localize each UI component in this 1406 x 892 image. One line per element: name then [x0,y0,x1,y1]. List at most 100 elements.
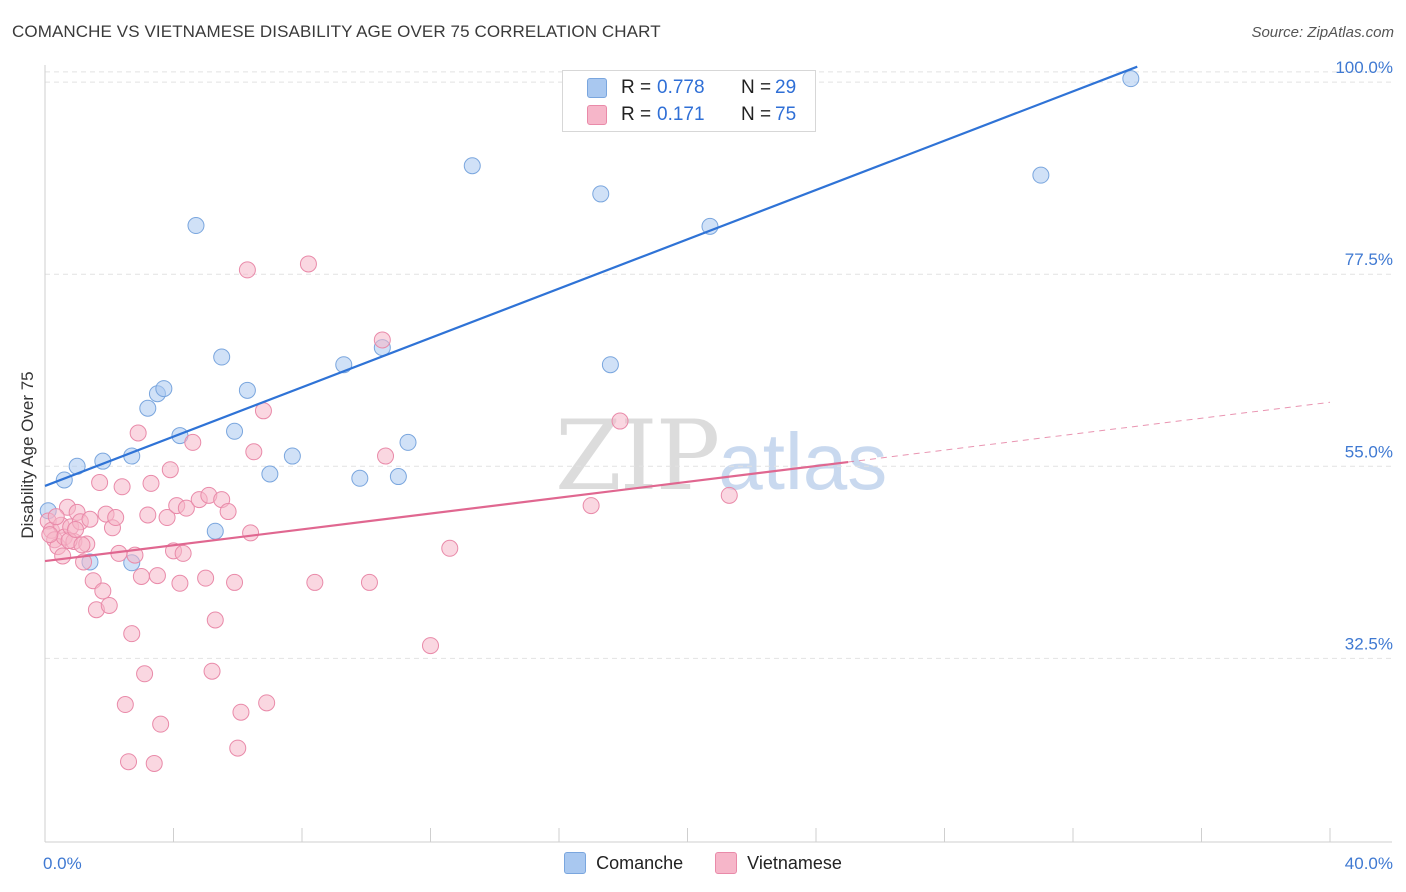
vietnamese-point [360,573,378,591]
y-tick-label: 55.0% [1345,442,1393,461]
zipatlas-watermark: ZIPatlas [555,400,887,512]
vietnamese-point [441,539,459,557]
comanche-point [1122,70,1140,88]
x-tick-label: 40.0% [1345,854,1393,873]
x-tick-label: 0.0% [43,854,82,873]
legend-row-comanche: R = 0.778 N = 29 [587,75,796,101]
vietnamese-point [177,499,195,517]
correlation-legend: R = 0.778 N = 29 R = 0.171 N = 75 [562,70,816,132]
vietnamese-point [81,510,99,528]
vietnamese-point [174,544,192,562]
comanche-point [601,356,619,374]
legend-n-label: N = [741,104,772,125]
vietnamese-point [91,474,109,492]
vietnamese-point [67,520,85,538]
series-legend-label: Vietnamese [747,852,842,873]
legend-r-value: 0.171 [657,104,705,125]
y-tick-label: 32.5% [1345,634,1393,653]
legend-r-label: R = [621,104,652,125]
vietnamese-point [132,567,150,585]
series-legend-label: Comanche [596,852,684,873]
comanche-point [1032,166,1050,184]
y-axis-label: Disability Age Over 75 [18,371,37,539]
series-legend: Comanche Vietnamese [0,852,1406,874]
comanche-point [238,381,256,399]
vietnamese-point [582,497,600,515]
comanche-trend-line [44,65,1138,487]
vietnamese-point [197,569,215,587]
comanche-point [261,465,279,483]
vietnamese-point [152,715,170,733]
vietnamese-point [161,461,179,479]
vietnamese-point [142,474,160,492]
vietnamese-point [232,703,250,721]
vietnamese-point [41,526,59,544]
series-legend-comanche[interactable]: Comanche [564,852,683,874]
comanche-point [701,217,719,235]
vietnamese-point [94,582,112,600]
vietnamese-point [158,509,176,527]
y-tick-label: 77.5% [1345,250,1393,269]
vietnamese-point [720,486,738,504]
vietnamese-point [203,662,221,680]
vietnamese-point [238,261,256,279]
comanche-point [187,217,205,235]
legend-r-value: 0.778 [657,77,705,98]
legend-swatch-vietnamese [587,105,607,125]
vietnamese-point [123,625,141,643]
vietnamese-point [136,665,154,683]
vietnamese-point [107,509,125,527]
series-legend-vietnamese[interactable]: Vietnamese [715,852,842,874]
legend-swatch-comanche [587,78,607,98]
vietnamese-point [299,255,317,273]
vietnamese-point [258,694,276,712]
vietnamese-trend-line [44,460,849,563]
legend-row-vietnamese: R = 0.171 N = 75 [587,102,796,128]
vietnamese-point [54,547,72,565]
legend-n-value: 29 [775,77,797,98]
source-label: Source: ZipAtlas.com [1251,24,1394,41]
vietnamese-point [120,753,138,771]
vietnamese-point [100,596,118,614]
vietnamese-point [184,433,202,451]
comanche-point [399,433,417,451]
y-tick-label: 100.0% [1335,58,1393,77]
comanche-point [283,447,301,465]
vietnamese-point [373,331,391,349]
vietnamese-point [129,424,147,442]
series-swatch-vietnamese [715,852,738,874]
vietnamese-point [148,567,166,585]
comanche-point [351,469,369,487]
comanche-point [226,422,244,440]
vietnamese-point [422,637,439,655]
vietnamese-point [145,754,163,772]
comanche-point [206,522,224,540]
comanche-point [139,399,157,417]
vietnamese-point [139,506,157,524]
vietnamese-point [75,553,93,571]
vietnamese-point [116,696,134,714]
comanche-point [213,348,231,366]
legend-n-label: N = [741,77,772,98]
vietnamese-point [73,536,91,554]
vietnamese-point [377,447,395,465]
chart-title: COMANCHE VS VIETNAMESE DISABILITY AGE OV… [12,22,661,41]
watermark-zip: ZIP [555,400,720,512]
vietnamese-trend-extension [848,401,1331,463]
vietnamese-point [226,573,244,591]
comanche-point [463,157,481,175]
vietnamese-point [242,524,260,542]
legend-r-label: R = [621,77,652,98]
vietnamese-point [306,573,324,591]
vietnamese-point [171,574,189,592]
vietnamese-point [245,443,263,461]
comanche-point [155,380,173,398]
vietnamese-point [219,503,237,521]
vietnamese-point [206,611,224,629]
vietnamese-point [229,739,247,757]
series-swatch-comanche [564,852,587,874]
vietnamese-point [47,508,65,526]
watermark-atlas: atlas [718,417,888,506]
legend-n-value: 75 [775,104,797,125]
